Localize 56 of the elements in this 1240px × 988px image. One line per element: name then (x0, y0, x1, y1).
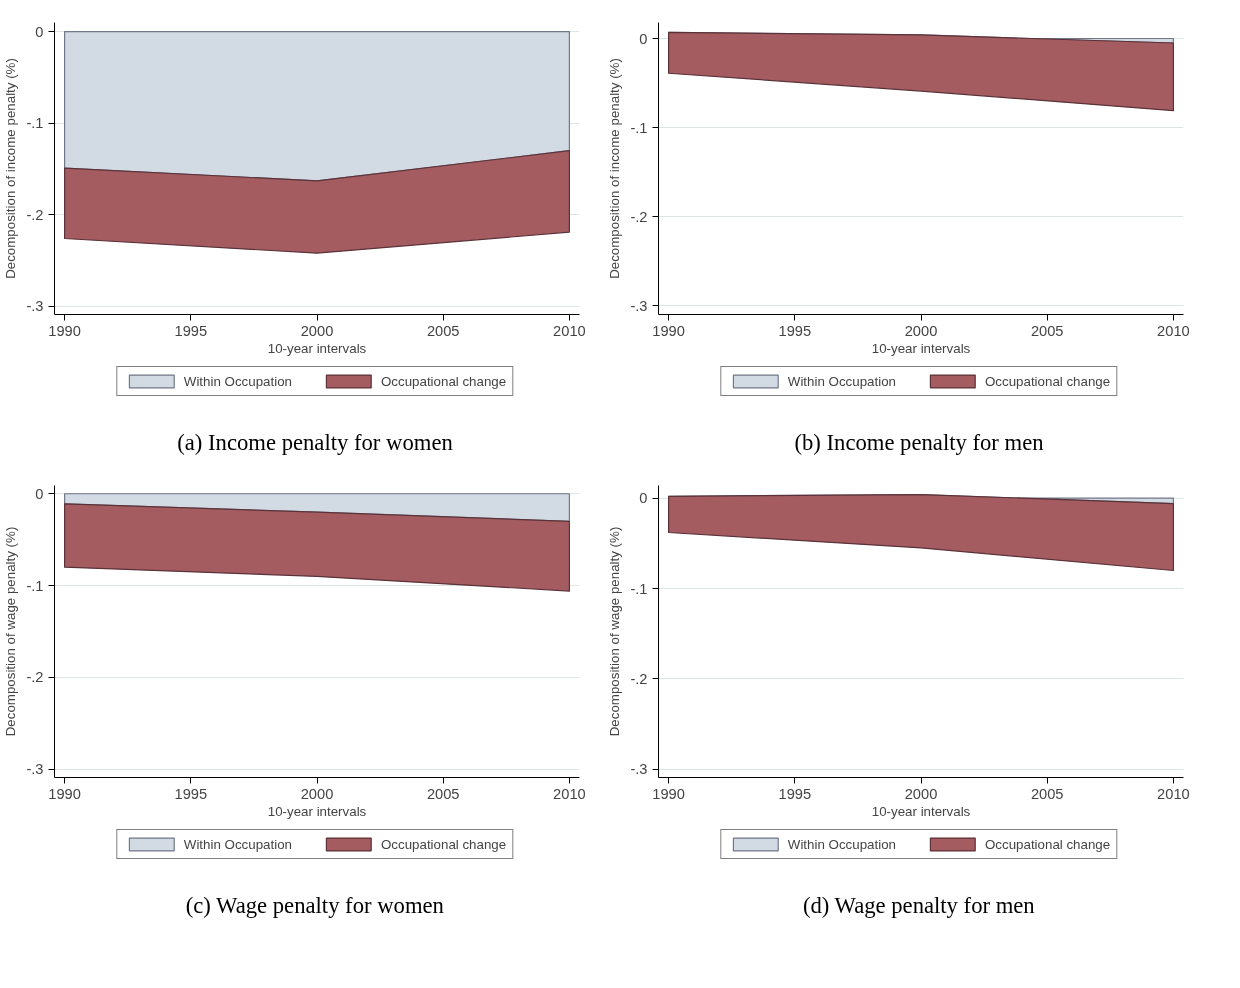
x-axis-title: 10-year intervals (871, 803, 971, 819)
y-tick-label: 0 (639, 30, 648, 47)
x-tick-label: 2000 (300, 785, 334, 802)
y-tick-label: -.2 (26, 206, 44, 223)
x-tick-label: 2010 (553, 785, 586, 802)
x-tick-label: 1990 (652, 785, 685, 802)
x-tick-label: 1990 (652, 322, 685, 339)
legend-label: Occupational change (380, 836, 507, 852)
legend-label: Within Occupation (183, 373, 292, 389)
x-tick-label: 1995 (778, 322, 812, 339)
text: (c) Wage penalty for women (185, 893, 444, 919)
text: (a) Income penalty for women (177, 430, 453, 456)
x-axis-title: 10-year intervals (871, 340, 971, 356)
legend-label: Occupational change (984, 836, 1111, 852)
x-tick-label: 1995 (174, 322, 208, 339)
x-tick-label: 2005 (426, 785, 460, 802)
y-tick-label: -.2 (630, 208, 648, 225)
y-tick-label: 0 (35, 23, 44, 40)
x-tick-label: 2010 (553, 322, 586, 339)
text: (b) Income penalty for men (794, 430, 1044, 456)
x-tick-label: 2005 (1030, 322, 1064, 339)
legend-label: Occupational change (380, 373, 507, 389)
x-tick-label: 2005 (426, 322, 460, 339)
x-tick-label: 2005 (1030, 785, 1064, 802)
x-tick-label: 1995 (174, 785, 208, 802)
y-tick-label: -.3 (630, 297, 648, 314)
y-tick-label: -.2 (630, 670, 648, 687)
y-tick-label: -.3 (26, 761, 44, 778)
x-tick-label: 2010 (1157, 322, 1190, 339)
y-axis-title: Decomposition of wage penalty (%) (3, 526, 19, 737)
legend-label: Within Occupation (787, 836, 896, 852)
x-tick-label: 2010 (1157, 785, 1190, 802)
y-tick-label: -.3 (630, 761, 648, 778)
x-axis-title: 10-year intervals (267, 340, 367, 356)
x-tick-label: 2000 (904, 322, 938, 339)
y-tick-label: -.2 (26, 669, 44, 686)
x-tick-label: 1990 (48, 785, 81, 802)
x-tick-label: 2000 (300, 322, 334, 339)
y-tick-label: 0 (35, 485, 44, 502)
y-tick-label: -.1 (26, 115, 44, 132)
legend-label: Occupational change (984, 373, 1111, 389)
y-tick-label: -.1 (26, 577, 44, 594)
y-tick-label: -.1 (630, 119, 648, 136)
text: (d) Wage penalty for men (802, 893, 1035, 919)
y-axis-title: Decomposition of income penalty (%) (607, 58, 623, 279)
y-tick-label: 0 (639, 490, 648, 507)
x-tick-label: 1995 (778, 785, 812, 802)
x-axis-title: 10-year intervals (267, 803, 367, 819)
legend-label: Within Occupation (183, 836, 292, 852)
legend-label: Within Occupation (787, 373, 896, 389)
x-tick-label: 2000 (904, 785, 938, 802)
y-axis-title: Decomposition of wage penalty (%) (607, 526, 623, 737)
y-axis-title: Decomposition of income penalty (%) (3, 58, 19, 279)
y-tick-label: -.1 (630, 580, 648, 597)
y-tick-label: -.3 (26, 298, 44, 315)
x-tick-label: 1990 (48, 322, 81, 339)
